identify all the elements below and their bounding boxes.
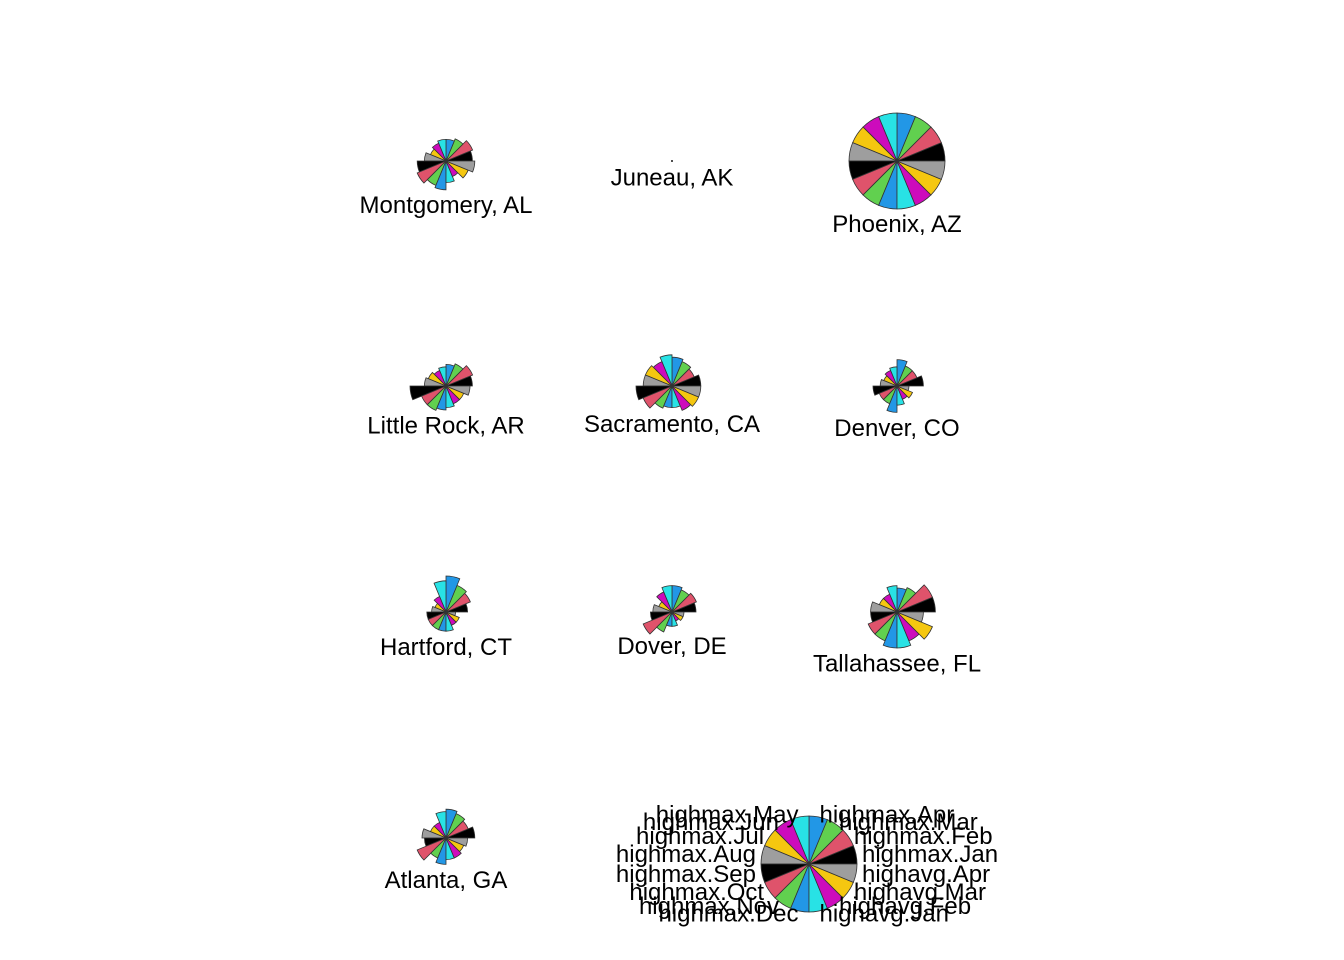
key-segment-highavg-apr [808,863,858,883]
key-label-highmax-jun: highmax.Jun [643,809,779,836]
star-montgomery-al: Montgomery, AL [360,138,533,219]
star-atlanta-ga-segment-highavg-apr [445,837,469,847]
star-tallahassee-fl-segment-highavg-apr [896,611,924,623]
star-sacramento-ca-segment-highavg-apr [671,385,702,398]
key-layer: highmax.Janhighmax.Febhighmax.Marhighmax… [616,802,998,928]
key-label-highmax-mar: highmax.Mar [839,809,978,836]
star-label-denver-co: Denver, CO [834,415,959,442]
key-label-highmax-aug: highmax.Aug [616,841,756,868]
star-dover-de-segment-highmax-jun [656,591,673,613]
star-label-hartford-ct: Hartford, CT [380,634,512,661]
star-label-dover-de: Dover, DE [617,633,726,660]
star-atlanta-ga-segment-highmax-aug [421,828,447,839]
star-label-montgomery-al: Montgomery, AL [360,192,533,219]
key-label-highmax-oct: highmax.Oct [629,879,764,906]
star-denver-co-segment-highmax-dec [886,385,898,413]
key-star [760,815,858,913]
star-denver-co-segment-highmax-jun [884,369,898,387]
star-hartford-ct-segment-highavg-mar [445,611,460,623]
star-hartford-ct: Hartford, CT [380,575,512,661]
star-sacramento-ca-segment-highmax-nov [654,385,673,409]
star-label-sacramento-ca: Sacramento, CA [584,411,760,438]
star-hartford-ct-segment-highmax-apr [445,575,461,613]
star-montgomery-al-segment-highmax-feb [445,140,474,162]
key-label-highavg-feb: highavg.Feb [839,893,971,920]
star-little-rock-ar-segment-highmax-dec [436,385,447,411]
star-montgomery-al-segment-highmax-oct [416,160,447,184]
star-tallahassee-fl: Tallahassee, FL [813,584,981,677]
key-label-highmax-apr: highmax.Apr [820,802,955,829]
key-label-highmax-feb: highmax.Feb [854,823,993,850]
key-label-highavg-apr: highavg.Apr [862,861,990,888]
star-atlanta-ga-segment-highmax-dec [435,837,447,865]
star-dover-de-segment-highmax-oct [642,611,673,635]
key-label-highmax-sep: highmax.Sep [616,861,756,888]
star-little-rock-ar-segment-highmax-nov [426,385,447,411]
star-atlanta-ga: Atlanta, GA [385,808,508,894]
star-dover-de-segment-highavg-apr [671,611,685,618]
star-sacramento-ca: Sacramento, CA [584,354,760,438]
star-atlanta-ga-segment-highmax-oct [416,837,447,861]
star-label-phoenix-az: Phoenix, AZ [832,211,961,238]
star-montgomery-al-segment-highavg-apr [445,160,476,173]
star-label-tallahassee-fl: Tallahassee, FL [813,650,981,677]
key-label-highmax-jul: highmax.Jul [636,823,764,850]
star-atlanta-ga-segment-highavg-feb [445,837,462,859]
star-phoenix-az-segment-highavg-apr [896,160,946,180]
star-little-rock-ar-segment-highavg-apr [445,385,471,396]
star-montgomery-al-segment-highmax-jun [431,142,447,162]
star-atlanta-ga-segment-highmax-apr [445,808,458,839]
star-tallahassee-fl-segment-highmax-mar [896,587,917,613]
key-label-highmax-may: highmax.May [656,802,799,829]
star-phoenix-az: Phoenix, AZ [832,112,962,238]
star-sacramento-ca-segment-highmax-oct [642,385,673,409]
star-dover-de-segment-highmax-nov [656,611,673,633]
stars-layer: Montgomery, AL Juneau, AK Phoenix, AZ Littl… [360,112,981,894]
star-label-little-rock-ar: Little Rock, AR [367,413,524,440]
key-label-highmax-jan: highmax.Jan [862,841,998,868]
star-dover-de: Dover, DE [617,585,727,660]
star-denver-co-segment-highavg-mar [896,385,914,399]
star-little-rock-ar-segment-highmax-apr [445,363,455,387]
key-label-highavg-jan: highavg.Jan [820,900,949,927]
star-hartford-ct-segment-highmax-jun [433,595,447,613]
star-denver-co: Denver, CO [834,359,960,442]
star-label-atlanta-ga: Atlanta, GA [385,867,508,894]
star-denver-co-segment-highmax-apr [896,359,908,387]
key-label-highmax-nov: highmax.Nov [639,893,779,920]
star-little-rock-ar-segment-highmax-feb [445,365,474,387]
star-montgomery-al-segment-highmax-mar [445,138,464,162]
star-little-rock-ar-segment-highmax-mar [445,363,464,387]
star-juneau-ak: Juneau, AK [611,160,734,192]
key-label-highmax-dec: highmax.Dec [658,900,798,927]
star-label-juneau-ak: Juneau, AK [611,165,734,192]
star-tallahassee-fl-segment-highavg-mar [896,611,934,640]
star-dover-de-segment-highmax-feb [671,592,697,613]
star-denver-co-segment-highavg-apr [896,385,910,392]
star-tallahassee-fl-segment-highmax-feb [896,584,934,613]
key-label-highavg-mar: highavg.Mar [854,879,986,906]
star-montgomery-al-segment-highmax-dec [434,160,447,191]
star-little-rock-ar: Little Rock, AR [367,363,525,440]
star-hartford-ct-segment-highavg-apr [445,611,457,617]
